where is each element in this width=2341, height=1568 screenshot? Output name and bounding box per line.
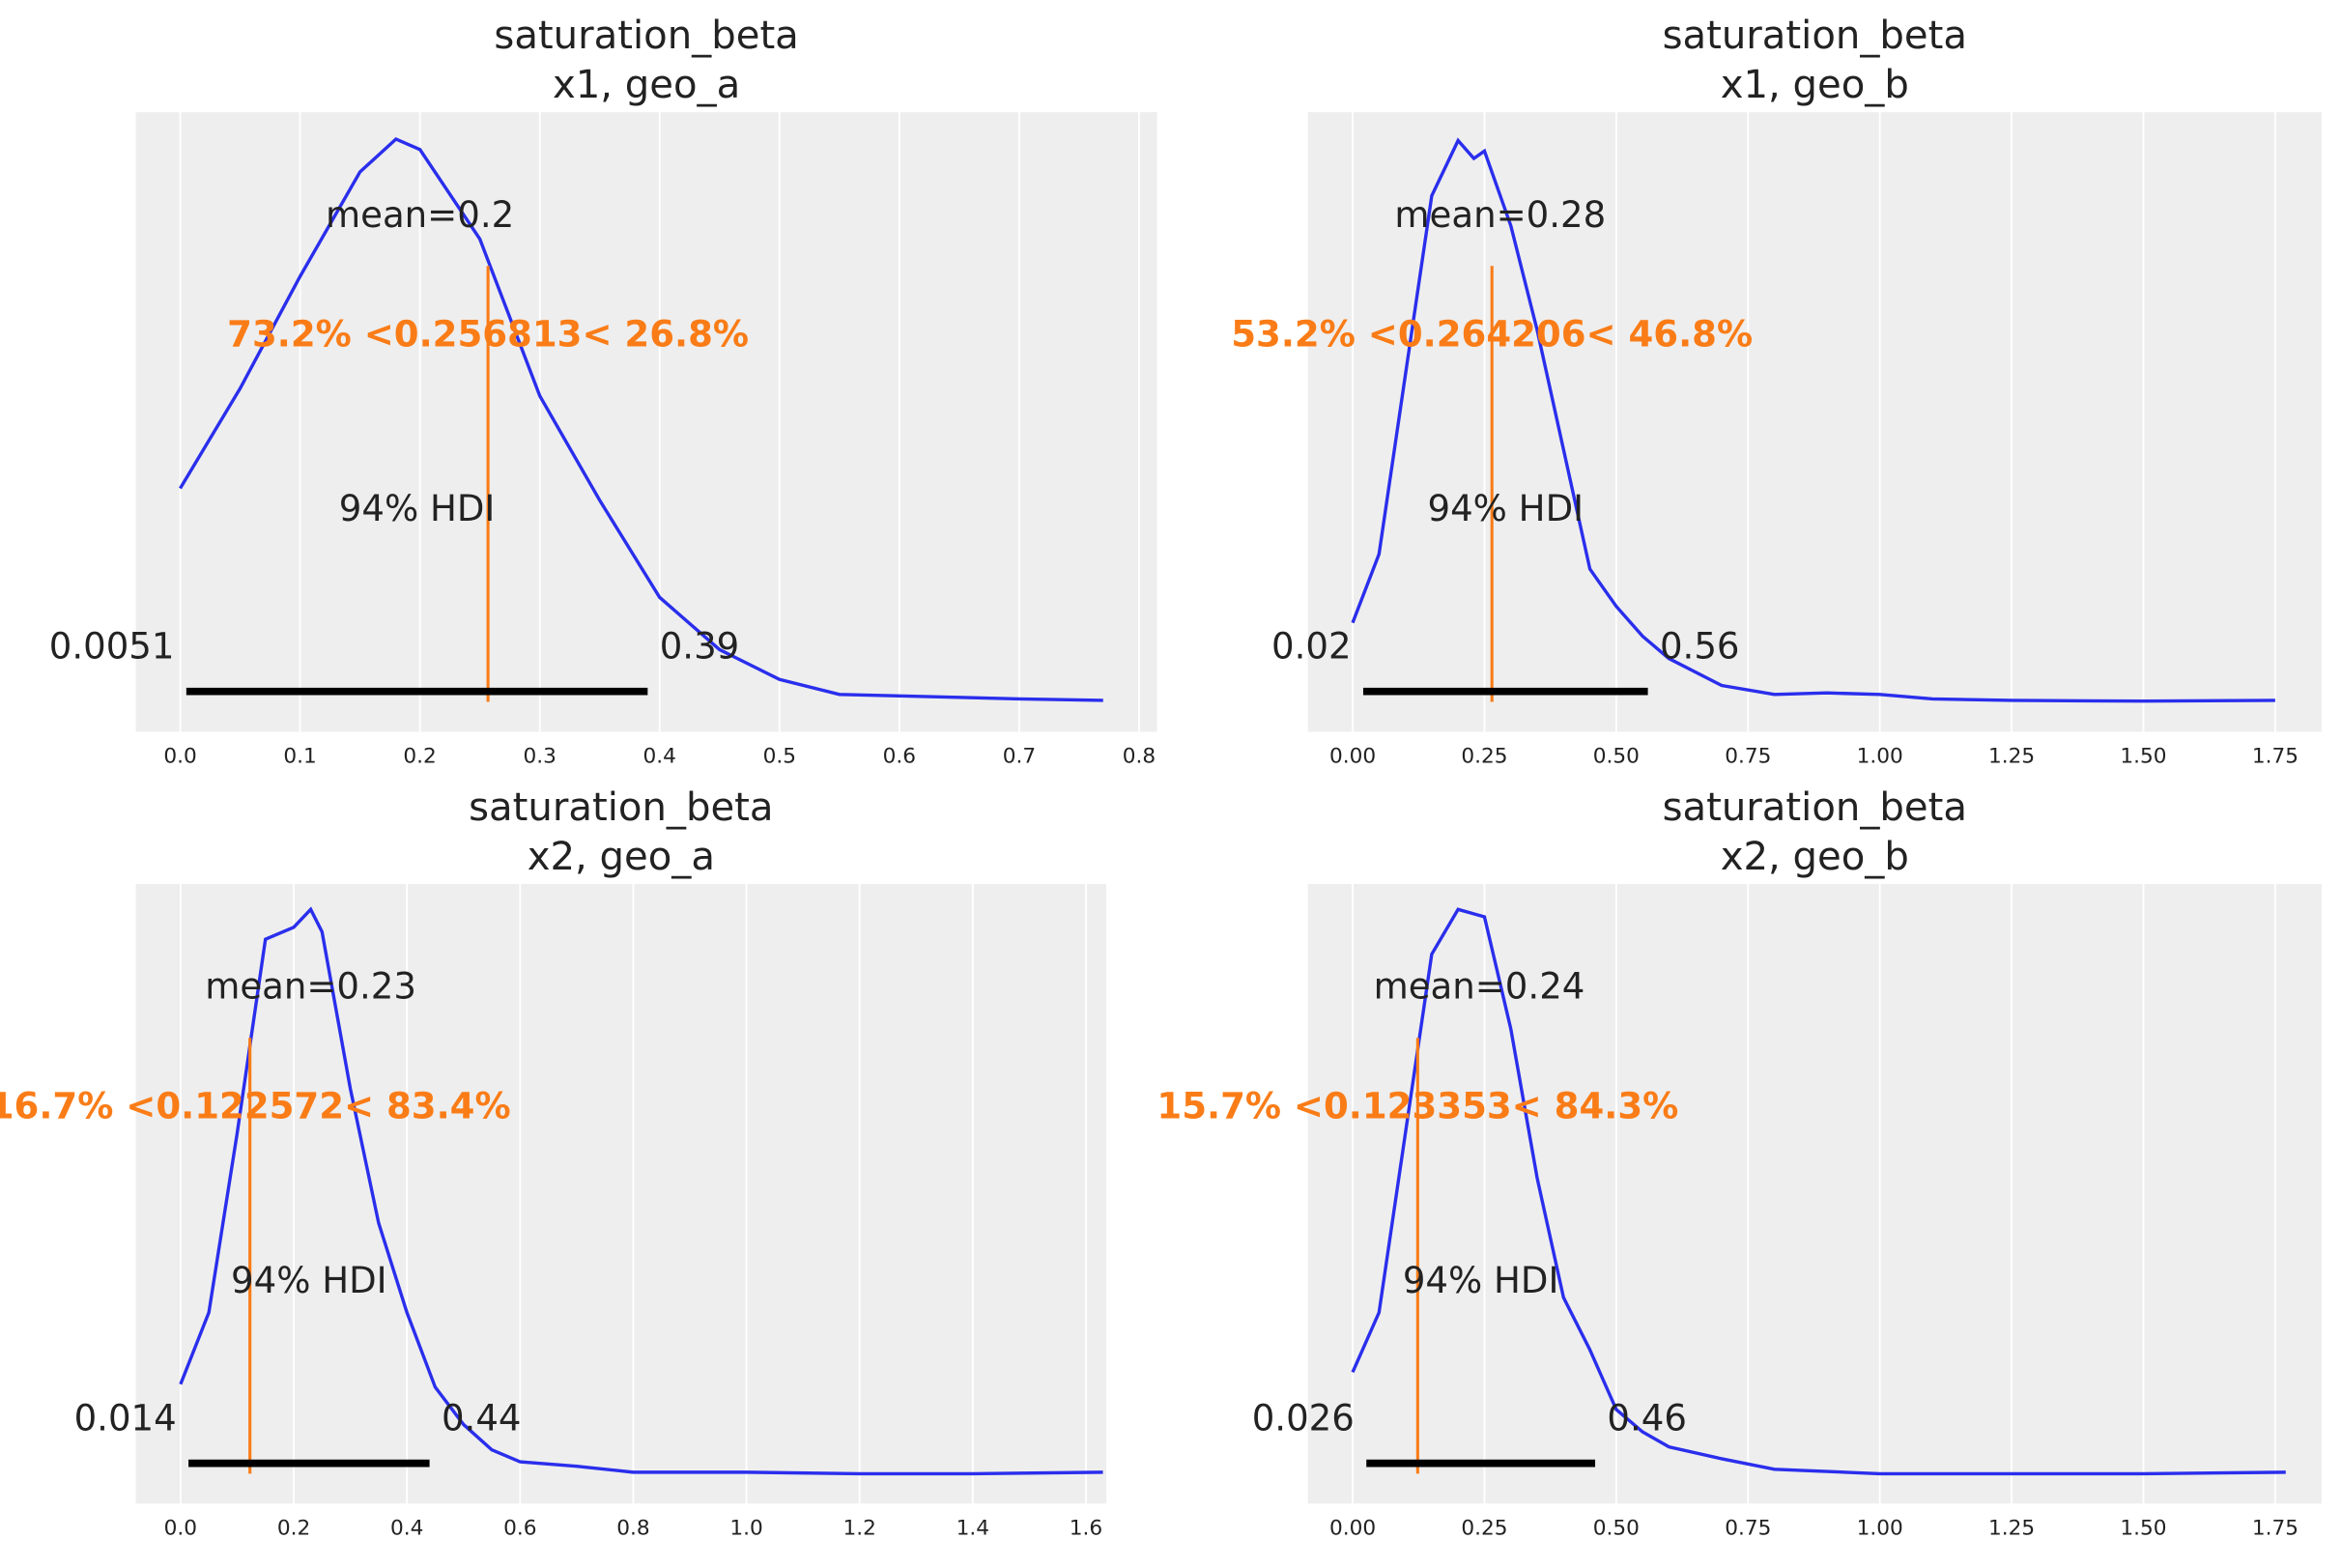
hdi-high-label: 0.46 [1607, 1397, 1687, 1439]
chart-subtitle: x1, geo_b [1721, 63, 1909, 107]
chart-subtitle: x2, geo_b [1721, 835, 1909, 879]
x-tick-label: 0.4 [643, 745, 676, 769]
x-tick-label: 0.50 [1593, 745, 1640, 769]
x-tick-label: 0.8 [1123, 745, 1156, 769]
x-tick-label: 1.6 [1070, 1517, 1102, 1541]
x-tick-label: 1.00 [1857, 1517, 1903, 1541]
hdi-low-label: 0.026 [1252, 1397, 1355, 1439]
x-tick-label: 0.2 [403, 745, 436, 769]
plot-area [1307, 112, 2322, 732]
plot-area [135, 112, 1157, 732]
hdi-low-label: 0.0051 [49, 625, 175, 667]
x-tick-label: 0.8 [616, 1517, 649, 1541]
hdi-label: 94% HDI [1403, 1260, 1559, 1301]
density-line [1351, 137, 2275, 703]
x-tick-label: 1.25 [1988, 1517, 2035, 1541]
x-tick-label: 1.00 [1857, 745, 1903, 769]
hdi-label: 94% HDI [339, 488, 496, 529]
chart-title: saturation_beta [469, 785, 773, 830]
mean-label: mean=0.23 [205, 966, 416, 1008]
hdi-high-label: 0.44 [442, 1397, 522, 1439]
x-tick-label: 0.0 [164, 1517, 197, 1541]
x-tick-label: 1.50 [2120, 745, 2166, 769]
x-tick-label: 0.50 [1593, 1517, 1640, 1541]
x-tick-label: 0.2 [277, 1517, 310, 1541]
x-tick-label: 0.3 [523, 745, 556, 769]
x-tick-label: 0.00 [1329, 1517, 1376, 1541]
chart-title: saturation_beta [1663, 14, 1967, 58]
x-tick-label: 0.00 [1329, 745, 1376, 769]
x-tick-label: 1.4 [956, 1517, 989, 1541]
density-line [179, 906, 1103, 1476]
chart-subtitle: x2, geo_a [528, 835, 715, 879]
x-tick-label: 1.50 [2120, 1517, 2166, 1541]
chart-title: saturation_beta [1663, 785, 1967, 830]
x-tick-label: 1.25 [1988, 745, 2035, 769]
hdi-high-label: 0.39 [660, 625, 740, 667]
plot-area [1307, 884, 2322, 1504]
x-tick-label: 0.0 [163, 745, 196, 769]
x-tick-label: 0.75 [1725, 1517, 1771, 1541]
hdi-label: 94% HDI [231, 1260, 387, 1301]
x-tick-label: 1.2 [842, 1517, 875, 1541]
x-tick-label: 1.75 [2252, 1517, 2298, 1541]
x-tick-label: 0.7 [1003, 745, 1036, 769]
x-tick-label: 0.6 [883, 745, 916, 769]
plot-area [135, 884, 1107, 1504]
x-tick-label: 0.25 [1461, 745, 1507, 769]
hdi-low-label: 0.02 [1271, 625, 1352, 667]
hdi-high-label: 0.56 [1660, 625, 1740, 667]
hdi-low-label: 0.014 [74, 1397, 177, 1439]
mean-label: mean=0.2 [326, 194, 514, 236]
x-tick-label: 0.5 [763, 745, 796, 769]
x-tick-label: 0.1 [283, 745, 316, 769]
hdi-label: 94% HDI [1427, 488, 1584, 529]
mean-label: mean=0.24 [1374, 966, 1585, 1008]
x-tick-label: 1.0 [729, 1517, 762, 1541]
x-tick-label: 0.25 [1461, 1517, 1507, 1541]
x-tick-label: 0.6 [503, 1517, 536, 1541]
x-tick-label: 1.75 [2252, 745, 2298, 769]
x-tick-label: 0.4 [390, 1517, 423, 1541]
chart-title: saturation_beta [494, 14, 798, 58]
reference-label: 16.7% <0.122572< 83.4% [0, 1085, 511, 1126]
mean-label: mean=0.28 [1394, 194, 1606, 236]
x-tick-label: 0.75 [1725, 745, 1771, 769]
chart-subtitle: x1, geo_a [553, 63, 740, 107]
density-line [179, 136, 1103, 702]
density-line [1351, 907, 2286, 1476]
